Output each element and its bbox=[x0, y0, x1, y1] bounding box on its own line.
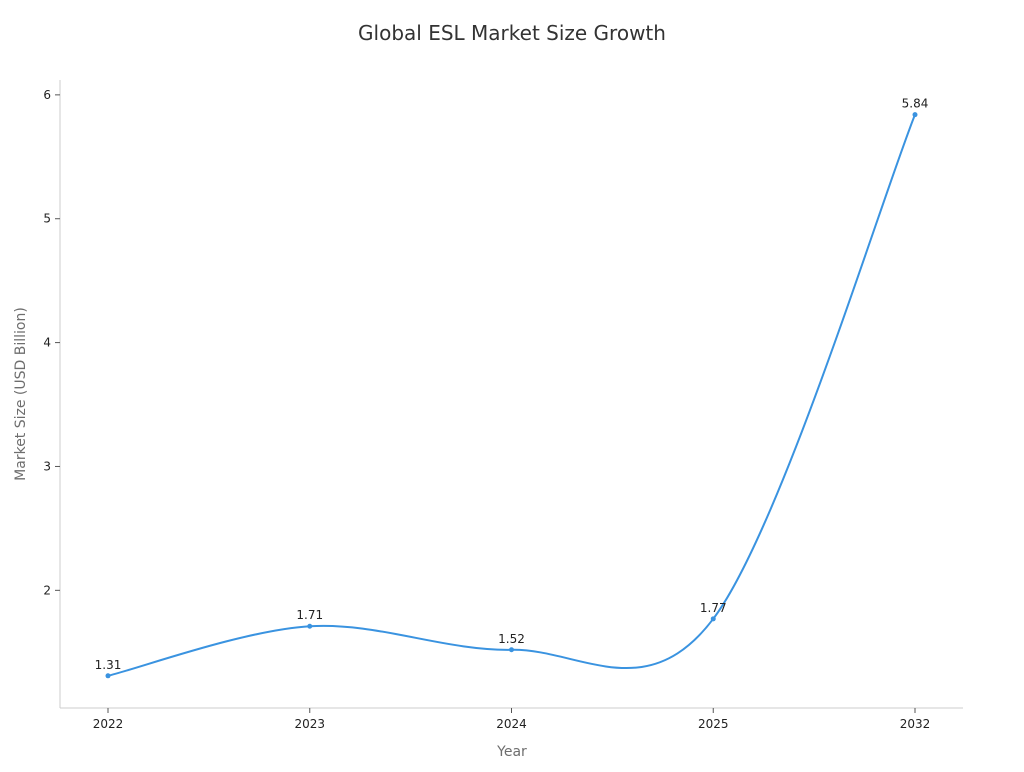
data-label: 5.84 bbox=[902, 97, 929, 111]
data-label: 1.71 bbox=[296, 608, 323, 622]
y-tick-label: 5 bbox=[43, 212, 51, 226]
y-axis-label: Market Size (USD Billion) bbox=[13, 307, 29, 481]
x-tick-label: 2022 bbox=[93, 717, 124, 731]
x-tick-label: 2025 bbox=[698, 717, 729, 731]
y-tick-label: 4 bbox=[43, 336, 51, 350]
data-label: 1.52 bbox=[498, 632, 525, 646]
x-axis-label: Year bbox=[496, 744, 527, 760]
data-point bbox=[307, 623, 313, 629]
data-point bbox=[912, 112, 918, 118]
data-label: 1.31 bbox=[95, 658, 122, 672]
data-label: 1.77 bbox=[700, 601, 727, 615]
y-tick-label: 3 bbox=[43, 459, 51, 473]
x-axis-ticks: 2022 2023 2024 2025 2032 bbox=[93, 708, 931, 731]
x-tick-label: 2023 bbox=[294, 717, 325, 731]
chart-title: Global ESL Market Size Growth bbox=[358, 21, 666, 45]
data-point bbox=[509, 647, 514, 653]
y-tick-label: 2 bbox=[43, 583, 51, 597]
data-point bbox=[105, 673, 111, 679]
x-tick-label: 2024 bbox=[496, 717, 527, 731]
data-point bbox=[710, 616, 716, 622]
series-line bbox=[107, 114, 916, 677]
x-tick-label: 2032 bbox=[900, 717, 931, 731]
y-tick-label: 6 bbox=[43, 88, 51, 102]
y-axis-ticks: 2 3 4 5 6 bbox=[43, 88, 60, 597]
data-points bbox=[105, 112, 918, 679]
data-labels: 1.31 1.71 1.52 1.77 5.84 bbox=[95, 97, 929, 672]
